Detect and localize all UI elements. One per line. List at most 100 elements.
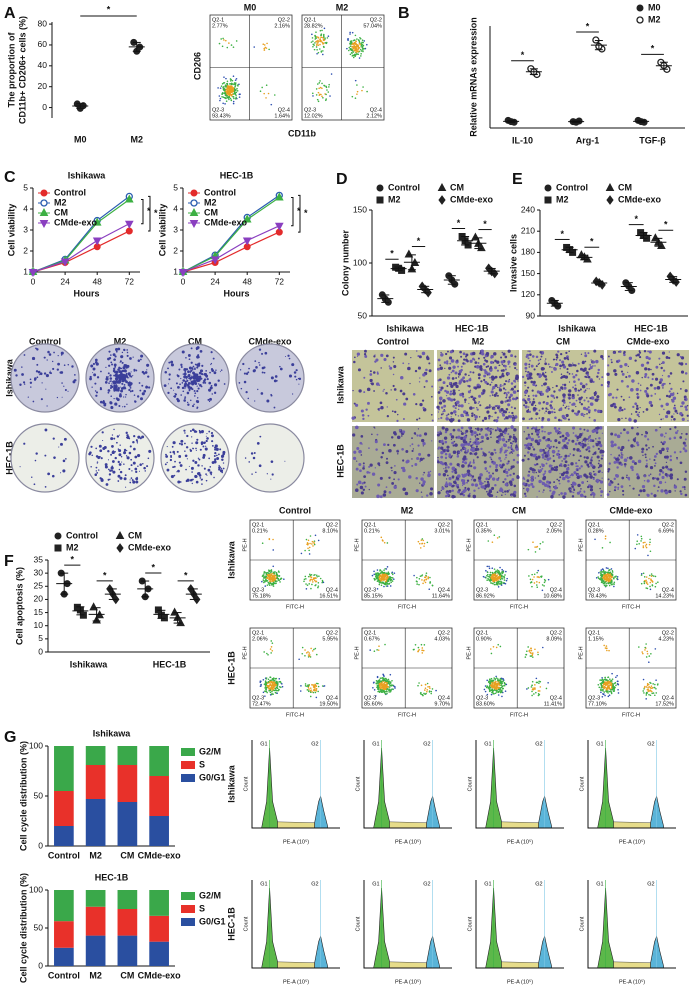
event-dot (318, 575, 320, 577)
cell-dot (516, 397, 518, 399)
event-dot (611, 687, 613, 689)
cell-dot (500, 356, 502, 358)
event-dot (266, 677, 268, 679)
event-dot (504, 577, 506, 579)
event-dot (307, 547, 309, 549)
event-dot (312, 579, 314, 581)
significance-label: * (304, 208, 308, 218)
cell-dot (405, 398, 408, 401)
event-dot (239, 96, 241, 98)
colony-dot (221, 468, 222, 469)
cell-dot (503, 353, 506, 356)
event-dot (357, 48, 359, 50)
cell-dot (482, 420, 484, 422)
y-tick-label: 50 (34, 790, 44, 800)
colony-dot (44, 372, 46, 374)
cell-dot (446, 362, 448, 364)
event-dot (387, 585, 389, 587)
event-dot (307, 689, 309, 691)
event-dot (651, 691, 653, 693)
colony-dot (188, 370, 189, 371)
colony-dot (124, 449, 126, 451)
bar-segment (118, 765, 138, 802)
cell-dot (504, 356, 507, 359)
event-dot (534, 582, 536, 584)
colony-dot (45, 486, 47, 488)
legend-marker (191, 209, 198, 216)
cell-dot (472, 352, 475, 355)
quadrant-percent: 2.77% (212, 23, 228, 29)
event-dot (496, 580, 498, 582)
colony-dot (111, 445, 114, 448)
event-dot (497, 576, 499, 578)
colony-dot (254, 400, 255, 401)
legend-marker (439, 196, 445, 204)
event-dot (495, 676, 497, 678)
event-dot (239, 93, 241, 95)
event-dot (539, 690, 541, 692)
event-dot (611, 673, 613, 675)
cell-dot (497, 416, 499, 418)
colony-dot (192, 405, 194, 407)
colony-dot (164, 384, 167, 387)
cell-dot (469, 397, 470, 398)
event-dot (422, 694, 424, 696)
event-dot (350, 54, 352, 56)
event-dot (547, 682, 549, 684)
colony-dot (130, 445, 132, 447)
event-dot (237, 90, 239, 92)
colony-dot (119, 394, 122, 397)
event-dot (360, 55, 362, 57)
event-dot (600, 569, 602, 571)
event-dot (391, 688, 393, 690)
event-dot (489, 683, 491, 685)
event-dot (646, 576, 648, 578)
colony-dot (93, 368, 96, 371)
cell-dot (662, 352, 665, 355)
colony-dot (241, 388, 243, 390)
colony-dot (196, 450, 197, 451)
event-dot (261, 581, 263, 583)
event-dot (312, 650, 314, 652)
event-dot (617, 576, 619, 578)
y-axis-label: PE-H (242, 646, 248, 659)
event-dot (310, 575, 312, 577)
significance-label: * (71, 555, 75, 565)
colony-dot (121, 456, 122, 457)
event-dot (642, 653, 644, 655)
event-dot (644, 583, 646, 585)
cell-dot (585, 383, 587, 385)
cell-dot (497, 370, 499, 372)
colony-dot (97, 376, 99, 378)
y-tick-label: 2 (23, 245, 28, 255)
event-dot (531, 574, 533, 576)
colony-dot (186, 368, 188, 370)
colony-dot (142, 392, 145, 395)
colony-dot (169, 373, 171, 375)
event-dot (394, 572, 396, 574)
colony-dot (120, 355, 123, 358)
colony-dot (96, 472, 98, 474)
y-axis-label: The proportion of (6, 32, 16, 108)
event-dot (313, 692, 315, 694)
cell-dot (498, 409, 500, 411)
colony-dot (95, 448, 97, 450)
column-label: CMde-exo (609, 505, 653, 515)
data-point (593, 37, 599, 43)
event-dot (388, 679, 390, 681)
colony-dot (130, 459, 132, 461)
cell-dot (563, 365, 566, 368)
colony-dot (292, 393, 293, 394)
event-dot (527, 646, 529, 648)
event-dot (600, 683, 602, 685)
colony-dot (255, 472, 256, 473)
cell-dot (536, 413, 538, 415)
colony-dot (204, 442, 206, 444)
colony-dot (109, 357, 111, 359)
cell-dot (571, 403, 573, 405)
event-dot (273, 573, 275, 575)
cell-dot (540, 359, 542, 361)
cell-dot (497, 387, 498, 388)
event-dot (529, 652, 531, 654)
event-dot (422, 574, 424, 576)
